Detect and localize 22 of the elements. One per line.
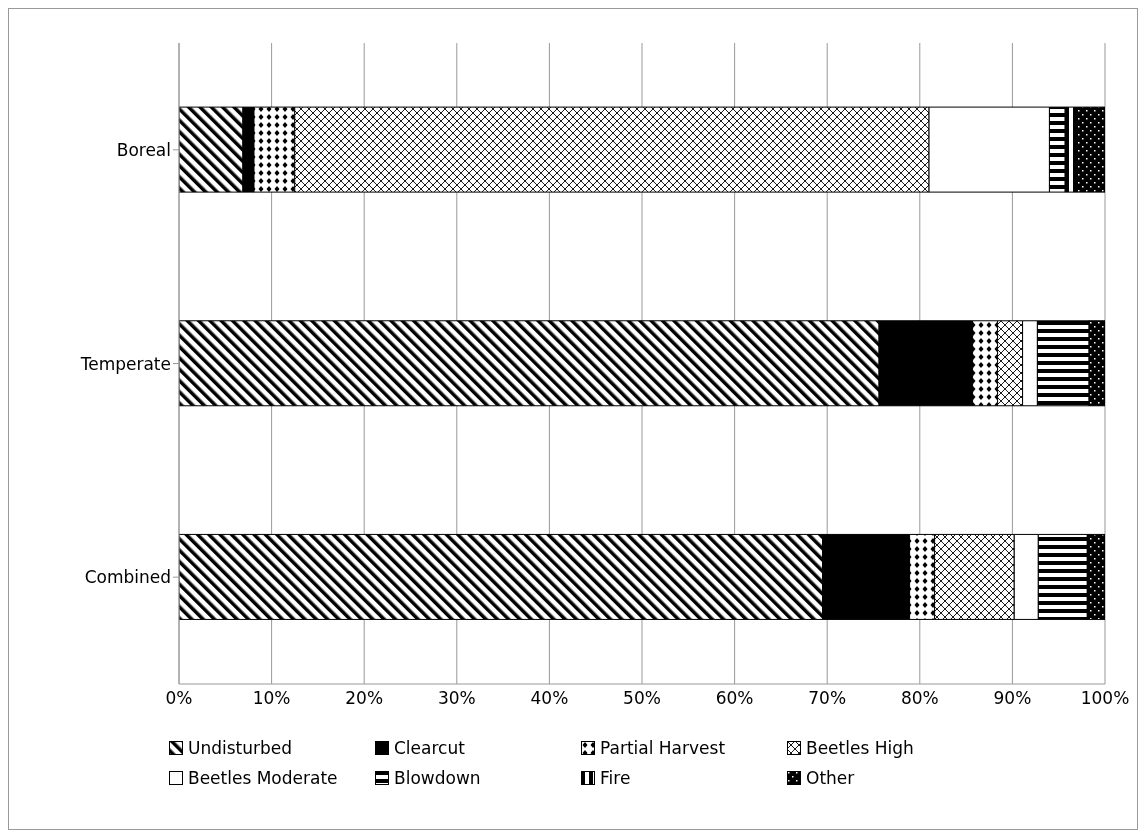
legend-label: Clearcut xyxy=(394,738,465,758)
x-tick-label: 0% xyxy=(165,688,193,709)
x-tick-label: 30% xyxy=(437,688,476,709)
x-tick-label: 50% xyxy=(623,688,661,709)
x-tick-label: 100% xyxy=(1080,688,1130,709)
x-tick-label: 10% xyxy=(252,688,291,709)
legend-label: Beetles Moderate xyxy=(188,768,338,788)
x-tick-label: 40% xyxy=(530,688,569,709)
x-tick-label: 20% xyxy=(345,688,384,709)
y-tick-label: Combined xyxy=(84,567,171,588)
legend-label: Blowdown xyxy=(394,768,481,788)
y-tick-label: Boreal xyxy=(116,139,171,160)
x-tick-label: 60% xyxy=(715,688,754,709)
legend-label: Beetles High xyxy=(806,738,914,758)
legend-label: Fire xyxy=(600,768,631,788)
x-tick-label: 80% xyxy=(900,688,939,709)
legend-label: Other xyxy=(806,768,855,788)
x-tick-label: 90% xyxy=(993,688,1032,709)
legend-label: Undisturbed xyxy=(188,738,293,758)
x-tick-label: 70% xyxy=(808,688,847,709)
legend-label: Partial Harvest xyxy=(600,738,726,758)
y-tick-label: Temperate xyxy=(79,353,171,374)
